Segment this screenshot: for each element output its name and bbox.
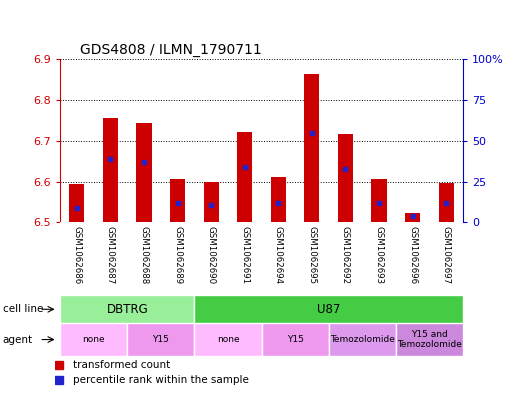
Bar — [70, 184, 85, 222]
Text: GSM1062686: GSM1062686 — [72, 226, 82, 284]
Bar — [60, 295, 195, 323]
Bar — [396, 323, 463, 356]
Bar — [304, 74, 320, 222]
Text: GSM1062695: GSM1062695 — [308, 226, 316, 284]
Bar — [271, 177, 286, 222]
Text: GSM1062697: GSM1062697 — [441, 226, 451, 284]
Bar — [60, 323, 127, 356]
Bar — [338, 134, 353, 222]
Text: U87: U87 — [317, 303, 340, 316]
Text: transformed count: transformed count — [73, 360, 170, 370]
Bar — [203, 182, 219, 222]
Text: Y15: Y15 — [152, 335, 169, 344]
Text: GDS4808 / ILMN_1790711: GDS4808 / ILMN_1790711 — [81, 43, 262, 57]
Bar — [328, 323, 396, 356]
Text: GSM1062694: GSM1062694 — [274, 226, 283, 284]
Text: DBTRG: DBTRG — [106, 303, 148, 316]
Bar — [103, 118, 118, 222]
Text: percentile rank within the sample: percentile rank within the sample — [73, 375, 249, 385]
Bar — [237, 132, 252, 222]
Text: GSM1062692: GSM1062692 — [341, 226, 350, 284]
Bar — [371, 179, 386, 222]
Text: none: none — [83, 335, 105, 344]
Bar — [170, 179, 185, 222]
Bar — [405, 213, 420, 222]
Text: GSM1062696: GSM1062696 — [408, 226, 417, 284]
Text: Temozolomide: Temozolomide — [329, 335, 395, 344]
Bar — [137, 123, 152, 222]
Text: Y15: Y15 — [287, 335, 303, 344]
Text: cell line: cell line — [3, 304, 43, 314]
Bar — [127, 323, 195, 356]
Text: none: none — [217, 335, 239, 344]
Text: GSM1062693: GSM1062693 — [374, 226, 383, 284]
Text: GSM1062688: GSM1062688 — [140, 226, 149, 284]
Text: Y15 and
Temozolomide: Y15 and Temozolomide — [397, 330, 462, 349]
Text: GSM1062689: GSM1062689 — [173, 226, 182, 284]
Bar — [195, 295, 463, 323]
Bar — [195, 323, 262, 356]
Text: GSM1062691: GSM1062691 — [240, 226, 249, 284]
Bar — [262, 323, 328, 356]
Text: agent: agent — [3, 334, 33, 345]
Text: GSM1062687: GSM1062687 — [106, 226, 115, 284]
Bar — [438, 183, 453, 222]
Text: GSM1062690: GSM1062690 — [207, 226, 215, 284]
